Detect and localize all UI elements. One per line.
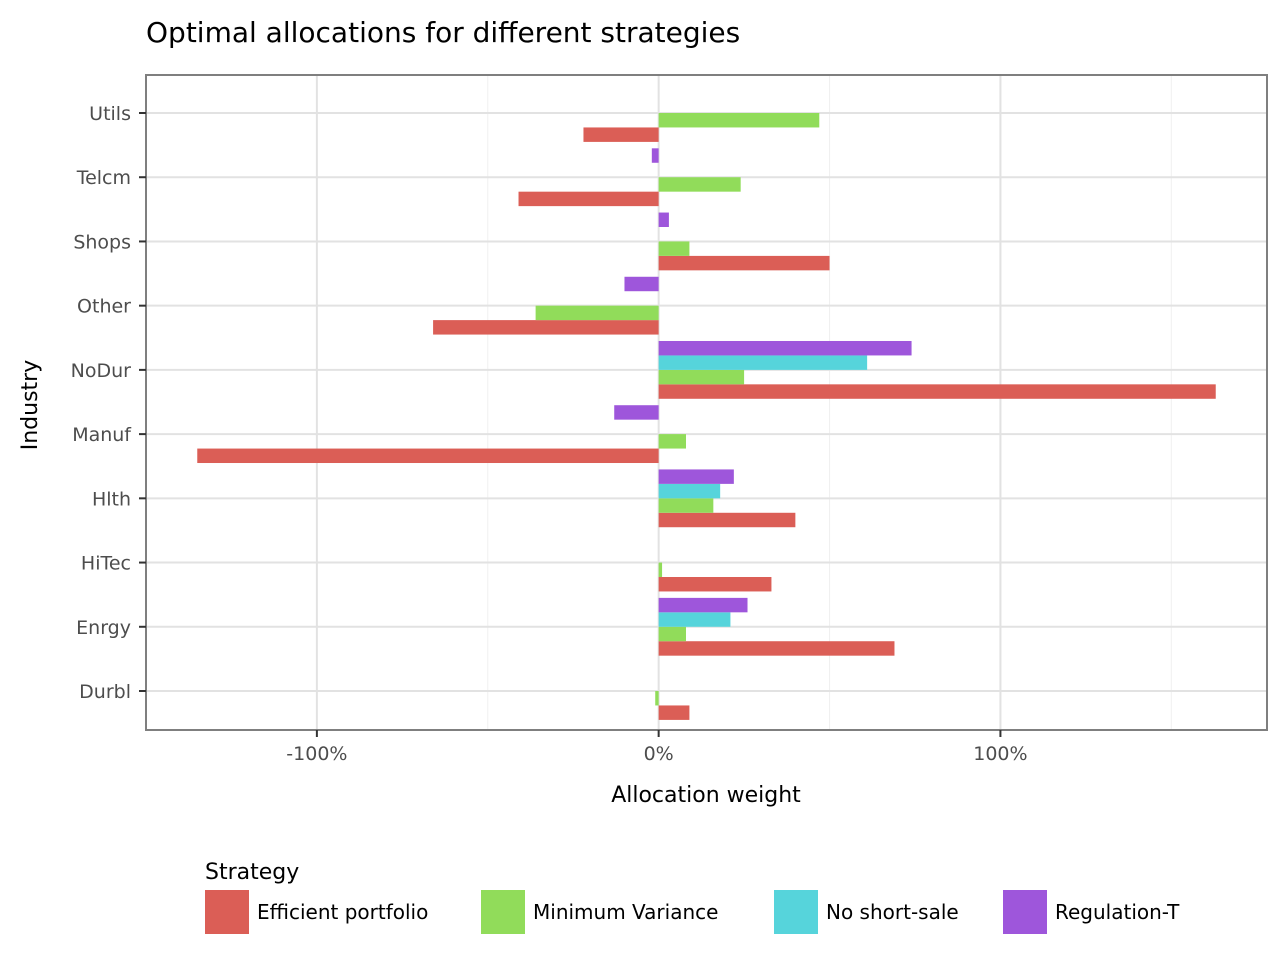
legend-label: No short-sale [826,900,959,924]
x-axis-label: Allocation weight [611,783,801,808]
bar-efficient-portfolio-shops [658,255,830,271]
bar-efficient-portfolio-hlth [658,512,796,528]
bar-efficient-portfolio-utils [583,127,659,142]
y-tick-label: Other [77,296,131,318]
bar-regulation-t-nodur [658,340,912,356]
bar-regulation-t-other [624,276,659,292]
bar-no-short-sale-nodur [658,355,868,370]
bar-minimum-variance-other [535,305,659,321]
y-tick-label: Shops [73,231,131,253]
bar-regulation-t-shops [658,212,669,227]
legend-label: Efficient portfolio [257,900,428,924]
bar-regulation-t-telcm [651,148,659,163]
bar-minimum-variance-shops [658,241,690,256]
bar-efficient-portfolio-enrgy [658,641,895,656]
bar-regulation-t-manuf [614,405,659,420]
x-tick-label: 100% [973,743,1027,765]
bar-minimum-variance-telcm [658,177,741,192]
bar-minimum-variance-enrgy [658,626,686,642]
bar-efficient-portfolio-other [433,320,659,335]
legend-swatch [481,890,525,934]
x-tick-label: -100% [286,743,347,765]
bar-minimum-variance-manuf [658,434,686,449]
bar-layer [197,113,1216,720]
bar-minimum-variance-utils [658,113,820,128]
y-tick-label: NoDur [71,360,132,382]
bar-minimum-variance-nodur [658,369,745,385]
legend-label: Regulation-T [1055,900,1180,924]
bar-efficient-portfolio-telcm [518,191,659,207]
legend: Strategy Efficient portfolio Minimum Vari… [205,860,1180,934]
bar-minimum-variance-durbl [655,691,659,706]
y-tick-label: Durbl [79,681,131,703]
bar-efficient-portfolio-manuf [197,448,659,464]
legend-swatch [774,890,818,934]
legend-swatch [1003,890,1047,934]
plot-background [146,75,1267,730]
bar-regulation-t-enrgy [658,597,748,613]
y-tick-label: Enrgy [76,617,131,639]
legend-items: Efficient portfolio Minimum Variance No sh… [205,890,1180,934]
bar-regulation-t-hlth [658,469,734,484]
legend-label: Minimum Variance [533,900,718,924]
bar-efficient-portfolio-durbl [658,705,690,720]
y-axis-label: Industry [18,360,43,451]
legend-swatch [205,890,249,934]
y-tick-label: Hlth [92,488,131,510]
x-tick-label: 0% [644,743,674,765]
y-tick-label: Manuf [72,424,132,446]
bar-efficient-portfolio-hitec [658,577,772,592]
axis-layer: Durbl Enrgy HiTec Hlth Manuf NoDur Other Shops T… [71,103,1028,765]
legend-title: Strategy [205,860,299,885]
plot-border [145,74,1268,731]
y-tick-label: Telcm [76,167,131,189]
y-tick-label: Utils [89,103,131,125]
bar-no-short-sale-enrgy [658,612,731,627]
y-tick-label: HiTec [81,553,131,575]
chart-title: Optimal allocations for different strate… [146,16,740,49]
bar-minimum-variance-hlth [658,498,714,513]
bar-efficient-portfolio-nodur [658,384,1216,399]
bar-no-short-sale-hlth [658,483,721,499]
bar-minimum-variance-hitec [658,562,663,578]
